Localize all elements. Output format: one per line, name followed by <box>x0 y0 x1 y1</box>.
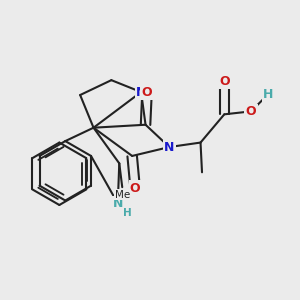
Text: O: O <box>219 75 230 88</box>
Text: N: N <box>164 140 175 154</box>
Text: O: O <box>246 105 256 118</box>
Text: H: H <box>263 88 274 100</box>
Text: O: O <box>142 85 152 98</box>
Text: O: O <box>130 182 140 194</box>
Text: H: H <box>123 208 132 218</box>
Text: N: N <box>112 197 123 210</box>
Text: Me: Me <box>115 190 130 200</box>
Text: N: N <box>136 85 146 98</box>
